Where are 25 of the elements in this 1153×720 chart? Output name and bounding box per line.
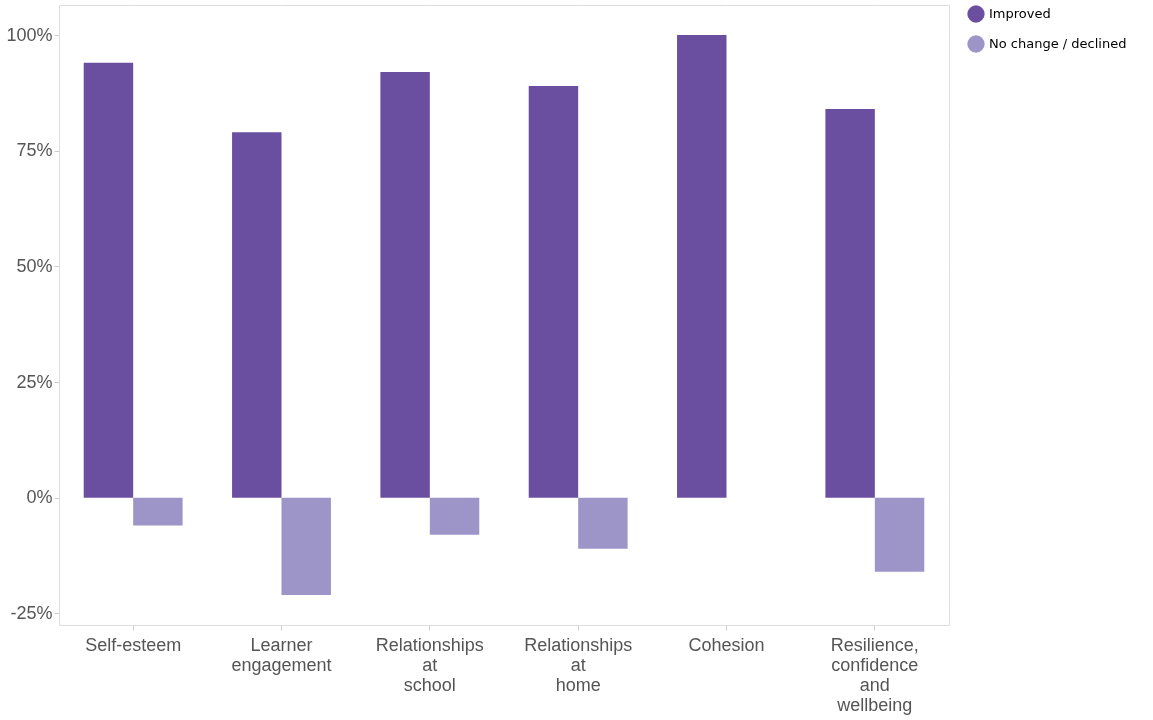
bar [578, 497, 628, 549]
bar [825, 109, 875, 498]
x-tick-label: Resilience, confidence and wellbeing [830, 634, 919, 715]
bar [380, 72, 430, 498]
bar [874, 497, 925, 572]
y-tick-label: 25% [16, 371, 53, 392]
y-tick-label: -25% [10, 602, 53, 623]
bar [133, 497, 183, 526]
bar [281, 497, 331, 595]
x-tick-label: Relationships at home [524, 634, 633, 695]
x-tick-label: Cohesion [688, 634, 765, 655]
y-tick-label: 100% [6, 24, 53, 45]
bar [528, 85, 579, 498]
legend-label: Improved [989, 6, 1051, 21]
bar [677, 35, 727, 498]
bar [232, 132, 282, 498]
y-tick-label: 75% [16, 140, 53, 161]
legend-label: No change / declined [989, 36, 1127, 51]
y-tick-label: 0% [26, 487, 53, 508]
x-tick-label: Self-esteem [85, 634, 182, 655]
x-tick-label: Relationships at school [375, 634, 484, 695]
bar [429, 497, 480, 535]
bar [83, 62, 134, 498]
y-tick-label: 50% [16, 255, 53, 276]
x-tick-label: Learner engagement [231, 634, 332, 675]
